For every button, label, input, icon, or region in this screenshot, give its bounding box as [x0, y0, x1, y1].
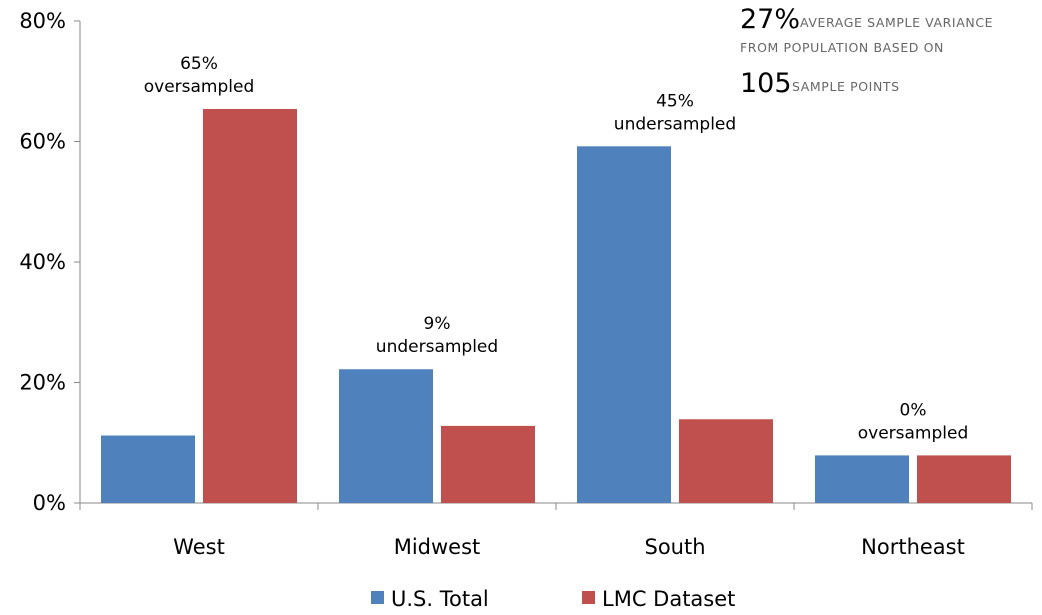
x-tick-label: Midwest: [394, 535, 481, 559]
annotation-value: 0%: [900, 400, 927, 420]
bar: [679, 419, 773, 503]
annotation-label: undersampled: [614, 114, 736, 134]
bar: [203, 108, 297, 503]
annotation-label: oversampled: [858, 423, 969, 443]
bar: [577, 146, 671, 503]
bar: [101, 435, 195, 503]
legend: U.S. Total LMC Dataset: [371, 587, 735, 611]
y-tick-label: 0%: [33, 491, 66, 515]
legend-label: U.S. Total: [391, 587, 489, 611]
variance-text-1: AVERAGE SAMPLE VARIANCE: [800, 15, 993, 30]
points-text: SAMPLE POINTS: [792, 79, 900, 94]
y-tick-label: 80%: [19, 9, 66, 33]
bar: [917, 455, 1011, 503]
variance-value: 27%: [740, 4, 800, 35]
y-tick-label: 20%: [19, 371, 66, 395]
bar: [441, 425, 535, 503]
legend-swatch: [371, 591, 384, 604]
points-value: 105: [740, 68, 792, 99]
legend-label: LMC Dataset: [602, 587, 735, 611]
annotation-value: 9%: [424, 314, 451, 334]
x-tick-label: Northeast: [861, 535, 965, 559]
bars: West Midwest South Northeast: [101, 108, 1011, 559]
annotation-value: 45%: [656, 91, 694, 111]
bar: [339, 369, 433, 503]
annotation-value: 65%: [180, 54, 218, 74]
x-tick-label: West: [173, 535, 225, 559]
y-tick-label: 40%: [19, 250, 66, 274]
legend-swatch: [582, 591, 595, 604]
annotation-label: oversampled: [144, 77, 255, 97]
stats-callout: 27% AVERAGE SAMPLE VARIANCE FROM POPULAT…: [740, 4, 993, 99]
variance-text-2: FROM POPULATION BASED ON: [740, 40, 944, 55]
x-tick-label: South: [644, 535, 705, 559]
bar-annotations: 65% oversampled 9% undersampled 45% undersamp…: [144, 54, 969, 443]
bar: [815, 455, 909, 503]
y-tick-label: 60%: [19, 130, 66, 154]
annotation-label: undersampled: [376, 337, 498, 357]
axes: 0% 20% 40% 60% 80%: [19, 9, 1033, 515]
